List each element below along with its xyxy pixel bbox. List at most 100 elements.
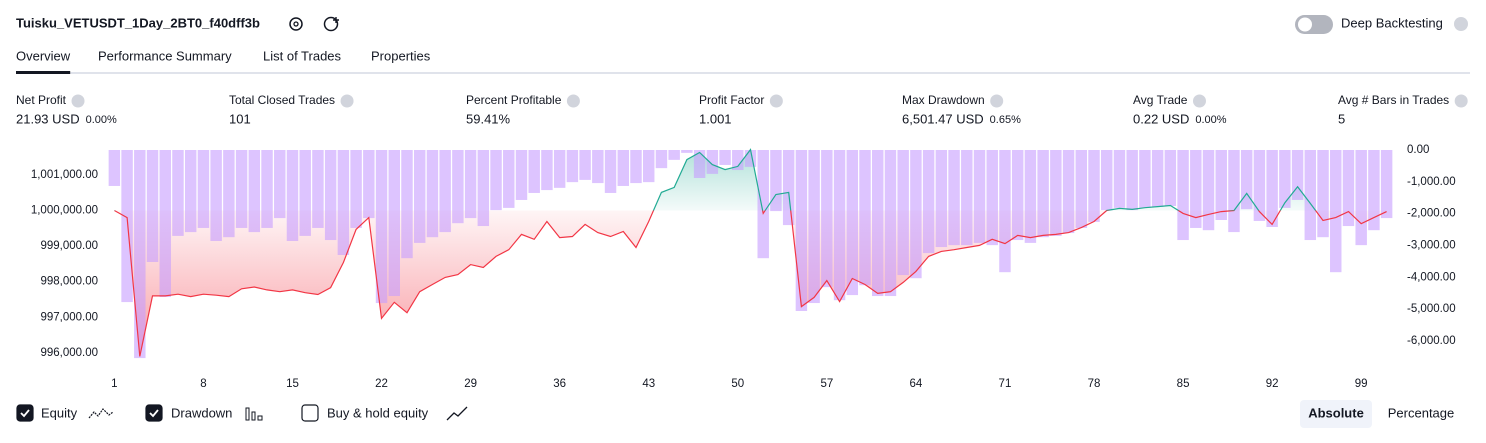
drawdown-bar [503,150,515,208]
drawdown-bar [1215,150,1227,220]
settings-icon[interactable] [289,17,303,31]
tab[interactable]: List of Trades [263,48,342,63]
drawdown-bar [922,150,935,254]
tab[interactable]: Properties [371,48,431,63]
metric-value: 6,501.47 USD [902,111,984,126]
drawdown-bar [732,150,744,171]
deep-backtesting-toggle[interactable] [1295,15,1333,34]
drawdown-bar [261,150,273,228]
legend-buy-hold[interactable]: Buy & hold equity [327,405,429,420]
drawdown-bar [1050,150,1062,236]
drawdown-bar [1291,150,1304,200]
drawdown-bar [363,150,375,219]
y-tick-label: 999,000.00 [40,240,98,252]
drawdown-bar [604,150,617,193]
strategy-title: Tuisku_VETUSDT_1Day_2BT0_f40dff3b [16,15,260,30]
metric-value: 59.41% [466,111,511,126]
drawdown-bar [1113,150,1126,208]
checkmark [20,409,30,418]
drawdown-bar [757,150,769,259]
metric-value: 0.22 USD [1133,111,1189,126]
x-tick-label: 36 [553,378,566,390]
drawdown-bar [553,150,566,188]
drawdown-bar [744,150,757,167]
y-tick-label: 998,000.00 [40,276,98,288]
drawdown-bar [1368,150,1380,231]
drawdown-bar [464,150,477,219]
x-tick-label: 78 [1088,378,1101,390]
drawdown-bar [528,150,540,193]
drawdown-bar [1177,150,1189,241]
info-icon[interactable] [990,94,1004,108]
legend-equity[interactable]: Equity [41,405,78,420]
drawdown-bar [821,150,833,288]
y-tick-label: 1,000,000.00 [31,205,98,217]
drawdown-bar [630,150,642,184]
drawdown-bar [617,150,629,186]
drawdown-bar [439,150,451,233]
info-icon[interactable] [769,94,783,108]
drawdown-bar [337,150,350,255]
metric-label: Profit Factor [699,93,764,107]
info-icon[interactable] [340,94,354,108]
x-tick-label: 15 [286,378,299,390]
drawdown-bar [1253,150,1266,221]
x-tick-label: 43 [642,378,655,390]
drawdown-bar [999,150,1011,273]
drawdown-bar [248,150,261,233]
x-tick-label: 85 [1177,378,1190,390]
drawdown-bar [413,150,426,243]
info-icon[interactable] [71,94,85,108]
y-tick-label: 997,000.00 [40,311,98,323]
drawdown-bar [642,150,655,183]
drawdown-bar [197,150,210,228]
equity-icon [88,408,114,419]
info-icon[interactable] [566,94,580,108]
legend-drawdown[interactable]: Drawdown [171,405,232,420]
tab[interactable]: Performance Summary [98,48,232,63]
drawdown-bar [872,150,884,297]
mode-percentage[interactable]: Percentage [1388,405,1455,420]
drawdown-bar [897,150,909,276]
info-icon[interactable] [1192,94,1206,108]
equity-line [114,148,1387,357]
y2-tick-label: 0.00 [1407,144,1429,156]
x-tick-label: 92 [1266,378,1279,390]
drawdown-bar [108,150,121,186]
drawdown-bar [884,150,897,297]
drawdown-bar [935,150,948,248]
drawdown-bar [1024,150,1037,243]
tab-underline [16,71,71,74]
drawdown-bar [1355,150,1367,246]
metric-percent: 0.00% [86,114,117,126]
drawdown-bar [1279,150,1291,208]
tab[interactable]: Overview [16,48,71,63]
drawdown-bar [1202,150,1215,231]
y-tick-label: 996,000.00 [40,347,98,359]
help-icon[interactable] [1454,17,1468,31]
drawdown-bar [375,150,388,304]
checkbox[interactable] [301,404,319,422]
drawdown-bar [515,150,528,200]
drawdown-bar [1304,150,1317,241]
drawdown-bar [1266,150,1278,227]
info-icon[interactable] [1454,94,1468,108]
checkbox[interactable] [16,404,34,422]
x-tick-label: 8 [200,378,206,390]
mode-absolute[interactable]: Absolute [1308,405,1364,420]
drawdown-bar [668,150,680,160]
metric-value: 101 [229,111,251,126]
metric-label: Max Drawdown [902,93,985,107]
drawdown-bar [1190,150,1202,228]
y-tick-label: 1,001,000.00 [31,169,98,181]
x-tick-label: 64 [909,378,922,390]
metric-label: Avg # Bars in Trades [1338,93,1449,107]
drawdown-bar [401,150,413,259]
drawdown-bar [210,150,222,241]
drawdown-bar [1164,150,1177,206]
drawdown-bar [846,150,859,296]
drawdown-bar [795,150,808,311]
drawdown-bar [808,150,820,304]
snapshot-icon[interactable] [323,16,340,32]
checkbox[interactable] [145,404,163,422]
